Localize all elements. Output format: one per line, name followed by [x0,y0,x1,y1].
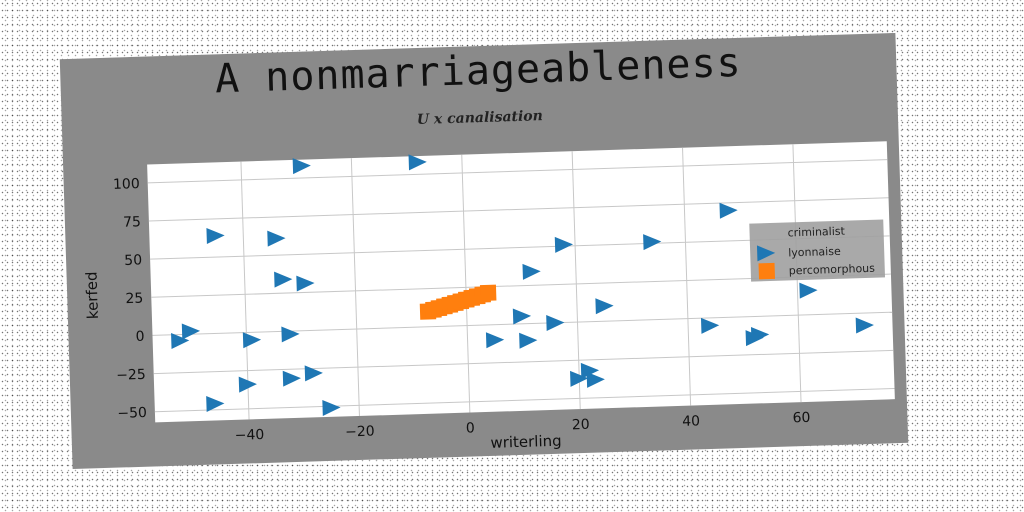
plot-area [147,141,895,423]
y-grid-line [147,159,888,184]
x-grid-line [571,151,581,410]
y-tick-label: −25 [116,367,146,384]
x-tick-label: −20 [345,424,375,441]
data-point [296,275,315,292]
x-grid-line [682,147,692,406]
axis-ticks: −40 −20 0 20 40 60 −50 −25 0 25 50 75 100 [113,176,811,444]
data-point [171,332,190,349]
data-point [570,370,589,387]
data-point [595,298,614,315]
data-point [522,263,541,280]
data-point [206,227,225,244]
legend-marker [758,262,776,280]
data-point [586,371,605,388]
y-grid-line [154,387,895,413]
data-point [408,154,427,171]
data-point [238,376,257,393]
data-point [643,234,662,251]
data-point [719,202,738,219]
x-tick-label: 20 [572,417,590,434]
y-tick-label: 0 [135,329,144,345]
data-point [242,332,262,349]
y-axis-label: kerfed [82,271,101,319]
y-tick-label: 75 [123,214,141,231]
data-point [700,317,720,334]
y-tick-label: −50 [117,405,147,422]
y-grid-line [152,311,893,336]
x-grid-line [240,161,250,420]
data-point [485,332,505,349]
data-point [281,326,300,343]
data-point [519,332,538,349]
legend-box [749,219,886,282]
scatter-plot: −40 −20 0 20 40 60 −50 −25 0 25 50 75 100 writerling… [82,141,895,452]
x-grid-line [350,158,360,417]
y-tick-label: 25 [125,291,143,308]
data-point [292,158,311,175]
y-grid-line [153,349,894,375]
figure-panel: A nonmarriageableness U x canalisation −… [59,32,909,470]
legend-label: lyonnaise [788,245,841,260]
data-points [171,154,874,416]
x-tick-label: 0 [466,420,475,436]
data-point [322,399,341,416]
legend-label: percomorphous [789,262,876,278]
data-point [554,236,574,253]
data-point [282,370,301,387]
data-point [206,396,225,412]
y-tick-label: 100 [113,176,140,193]
data-point [745,330,764,347]
legend-marker [756,245,776,262]
data-point [267,230,286,247]
data-point [580,362,600,379]
y-grid-line [148,197,889,222]
series-percomorphous [419,284,497,320]
data-point [181,323,201,340]
data-point [304,365,323,382]
x-grid-line [461,154,471,413]
data-point [546,315,565,332]
x-axis-label: writerling [490,432,562,452]
x-tick-label: 40 [682,413,700,430]
data-point [855,317,874,334]
series-lyonnaise [171,154,874,416]
legend-title: criminalist [787,225,845,240]
data-point [274,271,293,288]
x-tick-label: 60 [792,410,810,427]
y-tick-label: 50 [124,252,142,269]
data-point [799,282,818,299]
legend-entries: lyonnaise percomorphous [756,245,876,280]
legend: criminalist lyonnaise percomorphous [749,219,886,282]
x-tick-label: −40 [235,427,265,444]
data-point [479,284,497,302]
data-point [512,308,532,325]
